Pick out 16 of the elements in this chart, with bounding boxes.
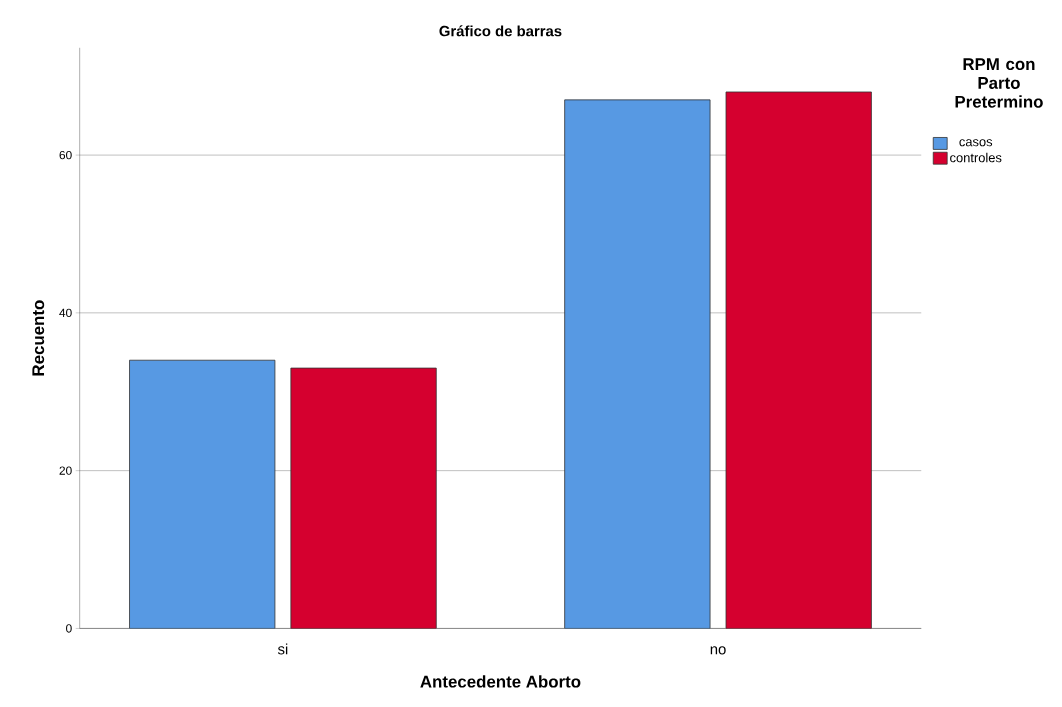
y-tick-label: 60	[59, 150, 72, 160]
bar	[725, 91, 872, 629]
legend-label: controles	[950, 152, 1002, 163]
x-tick-label: si	[277, 643, 288, 655]
legend-title: RPM con Parto Pretermino	[955, 58, 1043, 108]
y-tick-label: 0	[66, 624, 72, 633]
x-tick-label: no	[710, 646, 726, 655]
chart-title: Gráfico de barras	[439, 25, 562, 37]
y-tick-label: 40	[59, 308, 72, 318]
bar	[564, 99, 711, 629]
bar	[290, 367, 437, 629]
legend-label: casos	[959, 139, 993, 147]
y-axis-title: Recuento	[32, 300, 45, 376]
bar	[129, 359, 276, 629]
x-axis-title: Antecedente Aborto	[420, 675, 581, 688]
y-tick-label: 20	[59, 466, 72, 475]
